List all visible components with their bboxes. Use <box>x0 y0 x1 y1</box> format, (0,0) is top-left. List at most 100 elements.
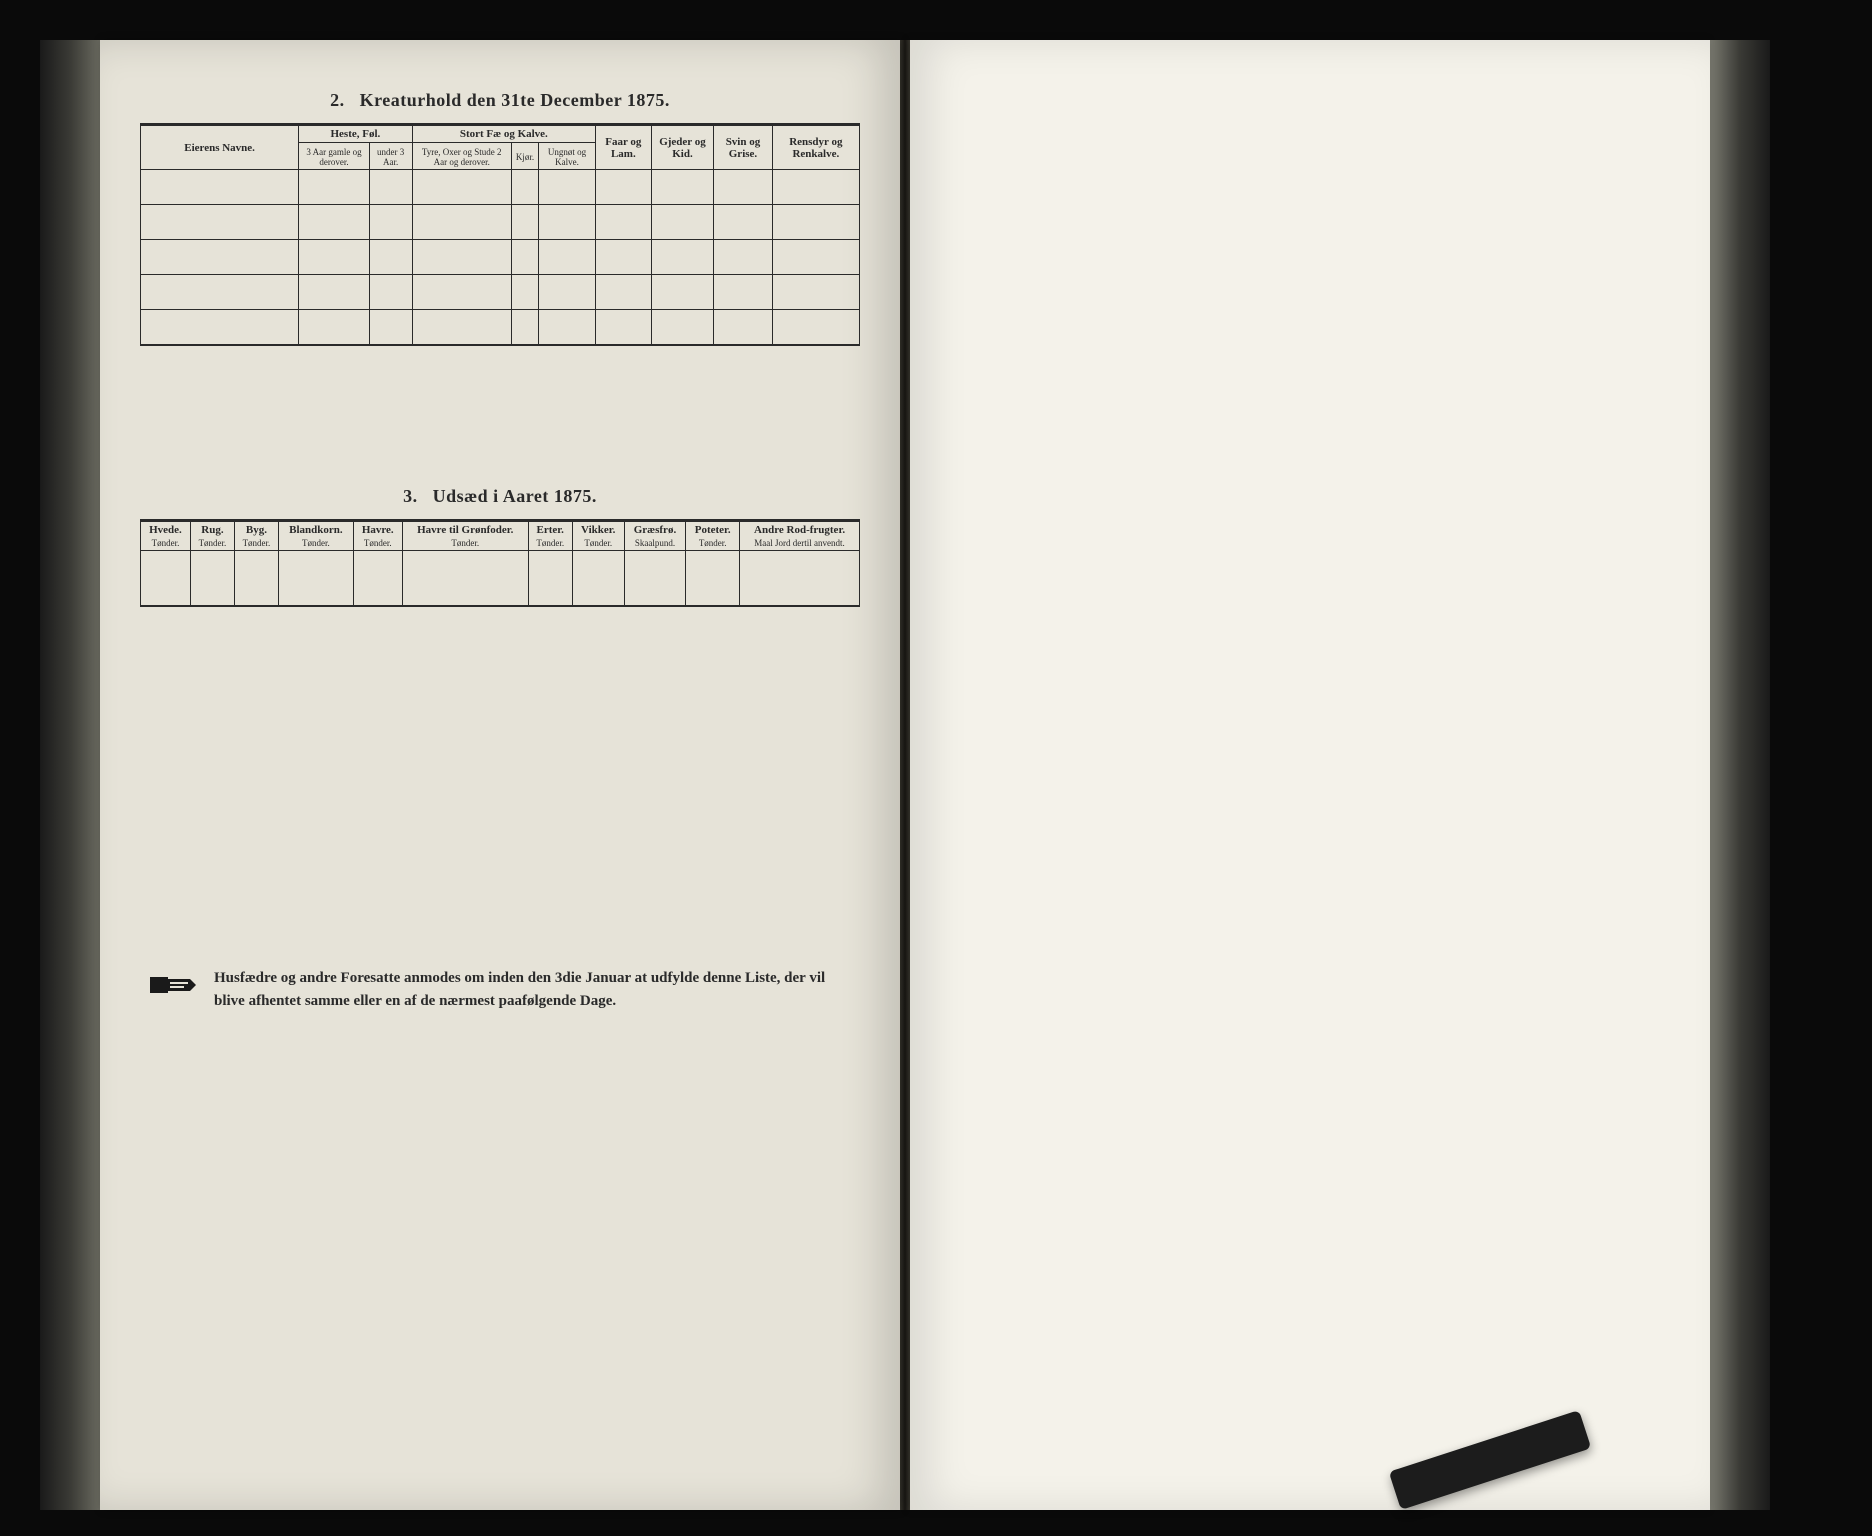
table-cell <box>511 205 538 240</box>
section-3-heading: Udsæd i Aaret 1875. <box>433 486 597 506</box>
table-row <box>141 170 860 205</box>
table-cell <box>141 240 299 275</box>
table-cell <box>596 170 652 205</box>
table-cell <box>369 275 412 310</box>
table-cell <box>651 310 714 346</box>
table-cell <box>596 275 652 310</box>
table-cell <box>412 310 511 346</box>
table-cell <box>353 551 402 607</box>
col-horses-3plus: 3 Aar gamle og derover. <box>299 143 370 170</box>
table-row <box>141 310 860 346</box>
table-cell <box>714 275 772 310</box>
col-cattle-cows: Kjør. <box>511 143 538 170</box>
seed-table-head: Hvede.Tønder.Rug.Tønder.Byg.Tønder.Bland… <box>141 521 860 551</box>
table-cell <box>772 275 859 310</box>
table-cell <box>369 310 412 346</box>
col-reindeer: Rensdyr og Renkalve. <box>772 125 859 170</box>
table-cell <box>412 240 511 275</box>
section-3-number: 3. <box>403 486 418 506</box>
table-cell <box>714 310 772 346</box>
seed-col-4: Havre.Tønder. <box>353 521 402 551</box>
table-cell <box>412 205 511 240</box>
livestock-table-body <box>141 170 860 346</box>
section-2-title: 2. Kreaturhold den 31te December 1875. <box>140 90 860 111</box>
left-page: 2. Kreaturhold den 31te December 1875. E… <box>100 40 900 1510</box>
footnote-text: Husfædre og andre Foresatte anmodes om i… <box>214 967 850 1012</box>
table-cell <box>624 551 686 607</box>
table-cell <box>539 170 596 205</box>
right-page-stack <box>1710 40 1770 1510</box>
table-cell <box>141 551 191 607</box>
table-cell <box>141 275 299 310</box>
table-cell <box>539 275 596 310</box>
table-cell <box>539 240 596 275</box>
open-book: 2. Kreaturhold den 31te December 1875. E… <box>40 40 1820 1510</box>
spacer <box>140 346 860 486</box>
table-row <box>141 205 860 240</box>
seed-table-body <box>141 551 860 607</box>
seed-col-0: Hvede.Tønder. <box>141 521 191 551</box>
table-cell <box>299 240 370 275</box>
col-group-cattle: Stort Fæ og Kalve. <box>412 125 595 143</box>
table-cell <box>299 310 370 346</box>
table-cell <box>299 205 370 240</box>
table-cell <box>299 275 370 310</box>
table-cell <box>772 170 859 205</box>
seed-col-10: Andre Rod-frugter.Maal Jord dertil anven… <box>740 521 860 551</box>
table-row <box>141 551 860 607</box>
table-cell <box>686 551 740 607</box>
table-cell <box>651 170 714 205</box>
table-cell <box>190 551 234 607</box>
seed-col-8: Græsfrø.Skaalpund. <box>624 521 686 551</box>
table-cell <box>402 551 528 607</box>
table-cell <box>651 275 714 310</box>
table-cell <box>572 551 624 607</box>
table-cell <box>596 240 652 275</box>
seed-col-7: Vikker.Tønder. <box>572 521 624 551</box>
pencil-object <box>1389 1410 1592 1510</box>
table-cell <box>772 205 859 240</box>
table-cell <box>299 170 370 205</box>
col-cattle-bulls: Tyre, Oxer og Stude 2 Aar og derover. <box>412 143 511 170</box>
seed-col-9: Poteter.Tønder. <box>686 521 740 551</box>
col-pigs: Svin og Grise. <box>714 125 772 170</box>
col-cattle-young: Ungnøt og Kalve. <box>539 143 596 170</box>
table-cell <box>528 551 572 607</box>
table-cell <box>714 240 772 275</box>
table-cell <box>511 170 538 205</box>
table-row <box>141 275 860 310</box>
table-cell <box>740 551 860 607</box>
col-owner: Eierens Navne. <box>141 125 299 170</box>
seed-col-6: Erter.Tønder. <box>528 521 572 551</box>
seed-col-2: Byg.Tønder. <box>234 521 278 551</box>
col-horses-under3: under 3 Aar. <box>369 143 412 170</box>
table-cell <box>141 170 299 205</box>
table-cell <box>539 205 596 240</box>
footnote-block: Husfædre og andre Foresatte anmodes om i… <box>140 967 860 1012</box>
table-cell <box>278 551 353 607</box>
seed-col-3: Blandkorn.Tønder. <box>278 521 353 551</box>
left-page-stack <box>40 40 100 1510</box>
section-2-heading: Kreaturhold den 31te December 1875. <box>360 90 670 110</box>
livestock-table-head: Eierens Navne. Heste, Føl. Stort Fæ og K… <box>141 125 860 170</box>
table-cell <box>539 310 596 346</box>
table-cell <box>511 275 538 310</box>
table-cell <box>772 310 859 346</box>
livestock-table: Eierens Navne. Heste, Føl. Stort Fæ og K… <box>140 123 860 346</box>
table-cell <box>234 551 278 607</box>
seed-table: Hvede.Tønder.Rug.Tønder.Byg.Tønder.Bland… <box>140 519 860 607</box>
table-cell <box>412 275 511 310</box>
seed-col-1: Rug.Tønder. <box>190 521 234 551</box>
table-row <box>141 240 860 275</box>
table-cell <box>651 240 714 275</box>
section-2-number: 2. <box>330 90 345 110</box>
right-page <box>910 40 1710 1510</box>
table-cell <box>369 170 412 205</box>
table-cell <box>141 205 299 240</box>
section-3-title: 3. Udsæd i Aaret 1875. <box>140 486 860 507</box>
table-cell <box>714 205 772 240</box>
table-cell <box>714 170 772 205</box>
table-cell <box>651 205 714 240</box>
table-cell <box>772 240 859 275</box>
pointing-hand-icon <box>150 971 198 1007</box>
